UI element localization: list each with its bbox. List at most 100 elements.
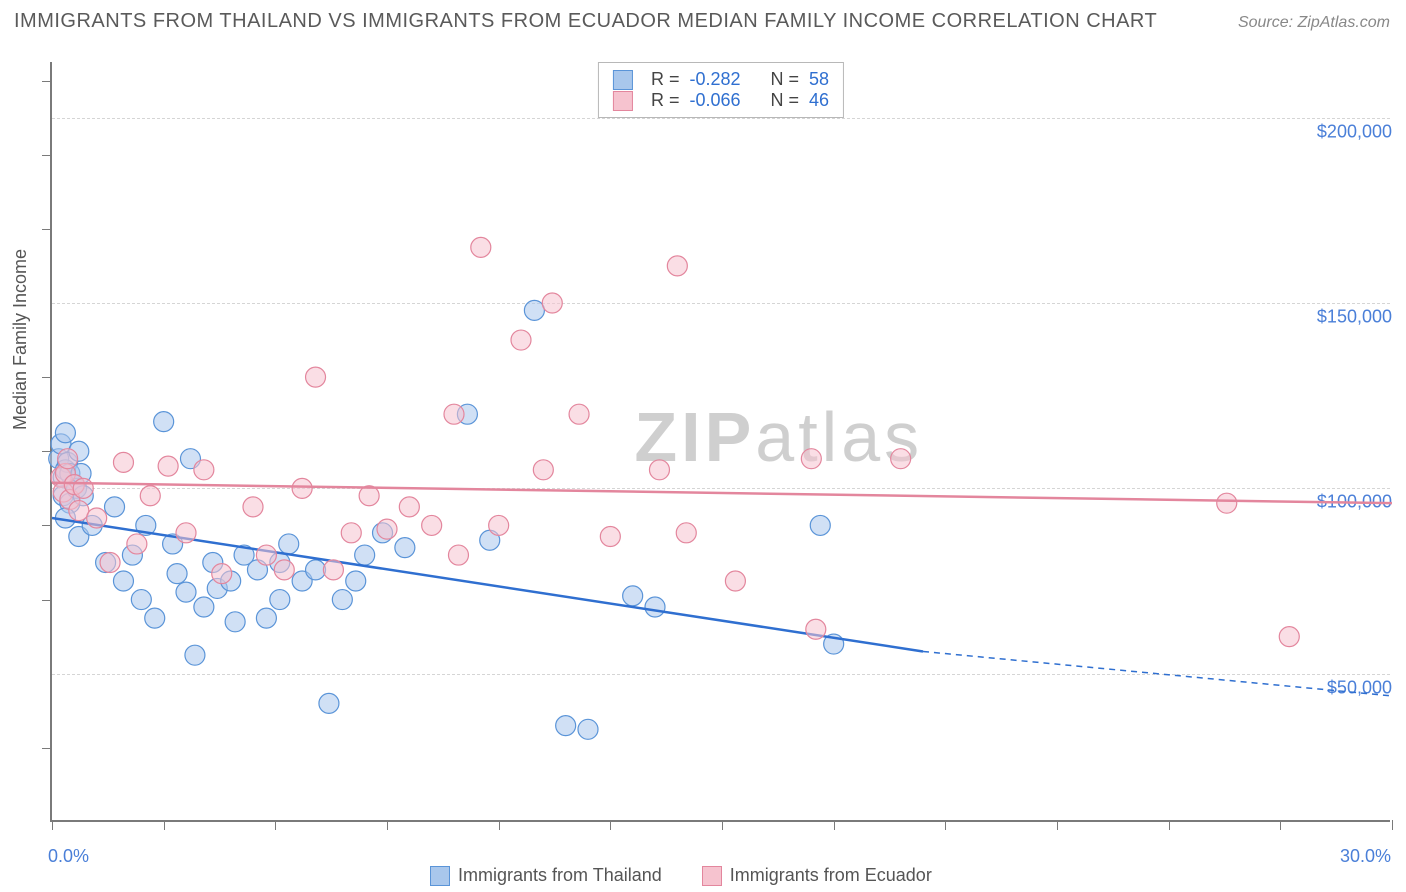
data-point xyxy=(127,534,147,554)
legend-swatch xyxy=(430,866,450,886)
data-point xyxy=(167,564,187,584)
data-point xyxy=(332,590,352,610)
data-point xyxy=(1217,493,1237,513)
x-tick xyxy=(499,820,500,830)
data-point xyxy=(225,612,245,632)
data-point xyxy=(667,256,687,276)
legend-n-label: N = xyxy=(771,69,800,90)
data-point xyxy=(292,478,312,498)
data-point xyxy=(422,515,442,535)
legend-label: Immigrants from Thailand xyxy=(458,865,662,885)
data-point xyxy=(448,545,468,565)
data-point xyxy=(524,300,544,320)
data-point xyxy=(623,586,643,606)
data-point xyxy=(185,645,205,665)
data-point xyxy=(891,449,911,469)
legend-swatch xyxy=(702,866,722,886)
y-minor-tick xyxy=(42,525,52,526)
data-point xyxy=(100,552,120,572)
data-point xyxy=(377,519,397,539)
data-point xyxy=(725,571,745,591)
trend-line-extrapolated xyxy=(923,651,1392,695)
data-point xyxy=(556,716,576,736)
data-point xyxy=(194,460,214,480)
data-point xyxy=(87,508,107,528)
y-axis-title: Median Family Income xyxy=(10,249,31,430)
legend-row: R = -0.066 N = 46 xyxy=(613,90,829,111)
data-point xyxy=(154,412,174,432)
x-tick xyxy=(1280,820,1281,830)
legend-n-value: 46 xyxy=(809,90,829,111)
data-point xyxy=(194,597,214,617)
data-point xyxy=(323,560,343,580)
data-point xyxy=(274,560,294,580)
x-axis-min-label: 0.0% xyxy=(48,846,89,867)
x-tick xyxy=(1057,820,1058,830)
x-tick xyxy=(164,820,165,830)
data-point xyxy=(533,460,553,480)
y-minor-tick xyxy=(42,155,52,156)
data-point xyxy=(176,523,196,543)
data-point xyxy=(140,486,160,506)
data-point xyxy=(806,619,826,639)
data-point xyxy=(243,497,263,517)
data-point xyxy=(569,404,589,424)
data-point xyxy=(801,449,821,469)
legend-r-value: -0.066 xyxy=(689,90,740,111)
data-point xyxy=(279,534,299,554)
data-point xyxy=(341,523,361,543)
data-point xyxy=(158,456,178,476)
data-point xyxy=(256,545,276,565)
plot-area: ZIPatlas R =-0.282 N =58R =-0.066 N =46 … xyxy=(50,62,1390,822)
x-tick xyxy=(387,820,388,830)
data-point xyxy=(55,423,75,443)
data-point xyxy=(676,523,696,543)
data-point xyxy=(256,608,276,628)
data-point xyxy=(578,719,598,739)
data-point xyxy=(105,497,125,517)
correlation-legend: R = -0.282 N = 58R = -0.066 N = 46 xyxy=(598,62,844,118)
x-tick xyxy=(722,820,723,830)
data-point xyxy=(73,478,93,498)
legend-n-label: N = xyxy=(771,90,800,111)
data-point xyxy=(58,449,78,469)
data-point xyxy=(319,693,339,713)
data-point xyxy=(649,460,669,480)
series-legend: Immigrants from Thailand Immigrants from … xyxy=(430,865,932,886)
legend-swatch xyxy=(613,91,633,111)
x-tick xyxy=(1169,820,1170,830)
data-point xyxy=(810,515,830,535)
y-minor-tick xyxy=(42,748,52,749)
data-point xyxy=(471,237,491,257)
data-point xyxy=(113,571,133,591)
data-point xyxy=(270,590,290,610)
x-tick xyxy=(1392,820,1393,830)
data-point xyxy=(176,582,196,602)
data-point xyxy=(212,564,232,584)
data-point xyxy=(1279,627,1299,647)
data-point xyxy=(645,597,665,617)
y-minor-tick xyxy=(42,600,52,601)
chart-container: IMMIGRANTS FROM THAILAND VS IMMIGRANTS F… xyxy=(0,0,1406,892)
legend-item: Immigrants from Ecuador xyxy=(702,865,932,886)
data-point xyxy=(600,527,620,547)
legend-item: Immigrants from Thailand xyxy=(430,865,662,886)
legend-swatch xyxy=(613,70,633,90)
legend-n-value: 58 xyxy=(809,69,829,90)
legend-r-label: R = xyxy=(651,90,680,111)
x-tick xyxy=(945,820,946,830)
x-axis-max-label: 30.0% xyxy=(1340,846,1391,867)
plot-svg xyxy=(52,62,1390,820)
legend-r-value: -0.282 xyxy=(689,69,740,90)
source-attribution: Source: ZipAtlas.com xyxy=(1238,14,1390,32)
data-point xyxy=(113,452,133,472)
y-minor-tick xyxy=(42,377,52,378)
x-tick xyxy=(610,820,611,830)
data-point xyxy=(444,404,464,424)
data-point xyxy=(511,330,531,350)
data-point xyxy=(542,293,562,313)
legend-label: Immigrants from Ecuador xyxy=(730,865,932,885)
data-point xyxy=(306,560,326,580)
x-tick xyxy=(275,820,276,830)
data-point xyxy=(346,571,366,591)
